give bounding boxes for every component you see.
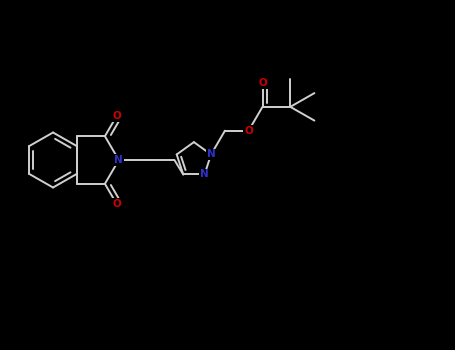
Text: N: N — [200, 169, 209, 180]
Text: O: O — [112, 111, 121, 121]
Text: O: O — [244, 126, 253, 136]
Text: O: O — [258, 78, 267, 89]
Text: N: N — [207, 149, 216, 160]
Text: N: N — [114, 155, 123, 165]
Text: O: O — [112, 199, 121, 209]
